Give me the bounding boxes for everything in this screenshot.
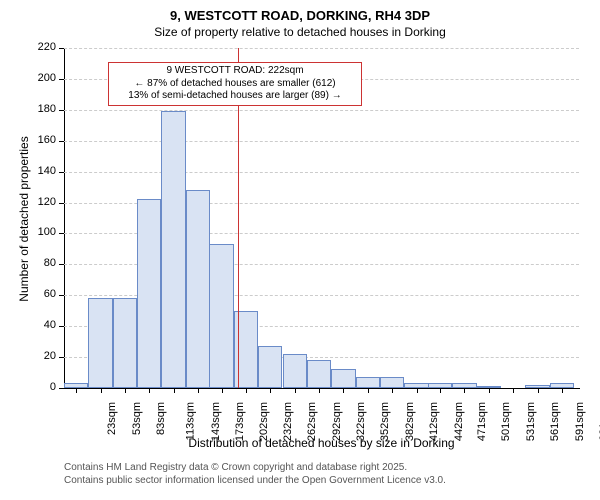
x-tick-label: 412sqm bbox=[428, 402, 440, 441]
annotation-line3: 13% of semi-detached houses are larger (… bbox=[113, 90, 357, 103]
x-tick-mark bbox=[538, 388, 539, 393]
x-tick-label: 322sqm bbox=[355, 402, 367, 441]
annotation-line2: ← 87% of detached houses are smaller (61… bbox=[113, 78, 357, 91]
x-tick-mark bbox=[562, 388, 563, 393]
y-tick-mark bbox=[59, 141, 64, 142]
histogram-bar bbox=[186, 190, 210, 388]
y-tick-mark bbox=[59, 295, 64, 296]
x-tick-label: 113sqm bbox=[185, 402, 197, 440]
histogram-bar bbox=[307, 360, 331, 388]
x-tick-label: 531sqm bbox=[525, 402, 537, 441]
x-tick-mark bbox=[392, 388, 393, 393]
x-tick-mark bbox=[440, 388, 441, 393]
grid-line bbox=[64, 172, 579, 174]
x-tick-mark bbox=[270, 388, 271, 393]
x-tick-mark bbox=[125, 388, 126, 393]
x-tick-label: 53sqm bbox=[131, 402, 143, 435]
x-tick-label: 442sqm bbox=[453, 402, 465, 441]
y-tick-label: 20 bbox=[28, 350, 56, 362]
x-tick-label: 561sqm bbox=[549, 402, 561, 441]
y-tick-label: 220 bbox=[28, 41, 56, 53]
x-tick-label: 143sqm bbox=[210, 402, 222, 441]
histogram-bar bbox=[137, 199, 161, 388]
y-tick-label: 180 bbox=[28, 103, 56, 115]
y-tick-label: 0 bbox=[28, 381, 56, 393]
x-tick-mark bbox=[343, 388, 344, 393]
x-tick-mark bbox=[198, 388, 199, 393]
x-tick-mark bbox=[101, 388, 102, 393]
y-tick-mark bbox=[59, 172, 64, 173]
y-tick-label: 200 bbox=[28, 72, 56, 84]
x-tick-mark bbox=[295, 388, 296, 393]
chart-container: 9, WESTCOTT ROAD, DORKING, RH4 3DP Size … bbox=[0, 0, 600, 500]
footer-line1: Contains HM Land Registry data © Crown c… bbox=[64, 462, 446, 475]
x-tick-label: 202sqm bbox=[258, 402, 270, 441]
y-tick-mark bbox=[59, 326, 64, 327]
x-tick-label: 23sqm bbox=[106, 402, 118, 435]
y-tick-mark bbox=[59, 203, 64, 204]
grid-line bbox=[64, 141, 579, 143]
y-tick-label: 120 bbox=[28, 196, 56, 208]
x-tick-mark bbox=[174, 388, 175, 393]
x-tick-mark bbox=[319, 388, 320, 393]
footer-line2: Contains public sector information licen… bbox=[64, 475, 446, 488]
x-tick-mark bbox=[76, 388, 77, 393]
y-tick-label: 160 bbox=[28, 134, 56, 146]
y-tick-label: 140 bbox=[28, 165, 56, 177]
annotation-box: 9 WESTCOTT ROAD: 222sqm← 87% of detached… bbox=[108, 62, 362, 106]
y-tick-label: 100 bbox=[28, 226, 56, 238]
y-tick-mark bbox=[59, 357, 64, 358]
x-tick-label: 173sqm bbox=[234, 402, 246, 441]
histogram-bar bbox=[161, 111, 185, 388]
x-tick-label: 352sqm bbox=[380, 402, 392, 441]
footer-attribution: Contains HM Land Registry data © Crown c… bbox=[64, 462, 446, 487]
y-tick-label: 60 bbox=[28, 288, 56, 300]
annotation-line1: 9 WESTCOTT ROAD: 222sqm bbox=[113, 65, 357, 78]
x-tick-label: 232sqm bbox=[282, 402, 294, 441]
histogram-bar bbox=[209, 244, 233, 388]
x-tick-mark bbox=[246, 388, 247, 393]
y-tick-mark bbox=[59, 79, 64, 80]
histogram-bar bbox=[283, 354, 307, 388]
grid-line bbox=[64, 48, 579, 50]
x-tick-label: 591sqm bbox=[574, 402, 586, 441]
x-tick-label: 262sqm bbox=[306, 402, 318, 441]
histogram-bar bbox=[331, 369, 355, 388]
x-tick-mark bbox=[513, 388, 514, 393]
x-tick-label: 292sqm bbox=[331, 402, 343, 441]
y-tick-mark bbox=[59, 48, 64, 49]
x-tick-mark bbox=[368, 388, 369, 393]
x-tick-label: 501sqm bbox=[501, 402, 513, 441]
histogram-bar bbox=[113, 298, 137, 388]
y-tick-mark bbox=[59, 264, 64, 265]
chart-title: 9, WESTCOTT ROAD, DORKING, RH4 3DP bbox=[0, 8, 600, 23]
x-tick-label: 471sqm bbox=[476, 402, 488, 441]
x-tick-mark bbox=[417, 388, 418, 393]
y-tick-mark bbox=[59, 388, 64, 389]
y-tick-label: 40 bbox=[28, 319, 56, 331]
x-tick-label: 382sqm bbox=[404, 402, 416, 441]
x-tick-mark bbox=[222, 388, 223, 393]
chart-subtitle: Size of property relative to detached ho… bbox=[0, 25, 600, 39]
grid-line bbox=[64, 110, 579, 112]
y-tick-label: 80 bbox=[28, 257, 56, 269]
x-tick-mark bbox=[489, 388, 490, 393]
y-tick-mark bbox=[59, 233, 64, 234]
x-tick-label: 83sqm bbox=[155, 402, 167, 435]
x-tick-mark bbox=[464, 388, 465, 393]
histogram-bar bbox=[258, 346, 282, 388]
histogram-bar bbox=[88, 298, 112, 388]
histogram-bar bbox=[380, 377, 404, 388]
x-tick-mark bbox=[149, 388, 150, 393]
histogram-bar bbox=[356, 377, 380, 388]
y-tick-mark bbox=[59, 110, 64, 111]
